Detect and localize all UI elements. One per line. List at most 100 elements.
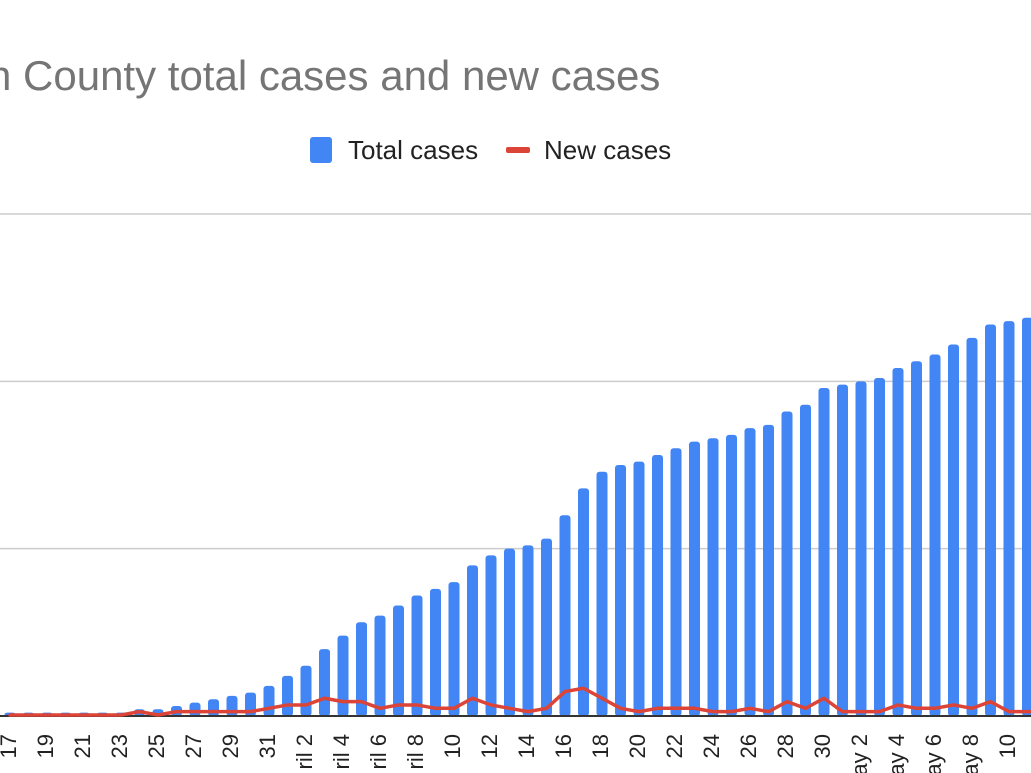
point-new-19 bbox=[360, 701, 363, 703]
bar-total-24 bbox=[448, 582, 460, 716]
bar-total-33 bbox=[615, 465, 626, 716]
x-tick-label-2: 21 bbox=[70, 734, 95, 758]
bar-total-22 bbox=[411, 595, 423, 716]
bar-total-28 bbox=[522, 545, 534, 716]
x-tick-label-4: 25 bbox=[144, 734, 169, 758]
bar-total-36 bbox=[670, 448, 682, 716]
x-tick-label-27: 10 bbox=[995, 734, 1020, 758]
x-tick-label-8: ril 2 bbox=[292, 734, 317, 769]
point-new-4 bbox=[83, 714, 85, 716]
x-tick-label-25: ay 6 bbox=[921, 734, 946, 773]
point-new-41 bbox=[767, 711, 770, 713]
point-new-32 bbox=[601, 697, 603, 699]
x-tick-label-17: 20 bbox=[625, 734, 650, 758]
point-new-8 bbox=[157, 714, 159, 716]
point-new-1 bbox=[27, 714, 30, 716]
bar-total-35 bbox=[652, 454, 663, 716]
legend-swatch-total bbox=[310, 137, 332, 163]
point-new-30 bbox=[564, 690, 566, 693]
bar-total-29 bbox=[541, 538, 552, 716]
chart-title: n County total cases and new cases bbox=[0, 52, 1031, 102]
x-tick-label-0: 17 bbox=[0, 734, 21, 758]
point-new-3 bbox=[64, 714, 67, 716]
point-new-54 bbox=[1008, 711, 1010, 713]
x-tick-label-16: 18 bbox=[588, 734, 613, 758]
x-tick-label-10: ril 6 bbox=[366, 734, 391, 769]
bar-total-25 bbox=[467, 565, 478, 716]
point-new-2 bbox=[46, 714, 48, 716]
x-tick-label-18: 22 bbox=[662, 734, 687, 758]
bar-total-10 bbox=[189, 702, 201, 716]
x-tick-label-23: ay 2 bbox=[847, 734, 872, 773]
point-new-25 bbox=[471, 697, 474, 699]
point-new-15 bbox=[286, 704, 289, 706]
point-new-42 bbox=[786, 701, 788, 703]
bar-total-49 bbox=[911, 361, 922, 716]
point-new-6 bbox=[120, 714, 122, 716]
bar-total-21 bbox=[393, 605, 404, 716]
point-new-12 bbox=[231, 711, 233, 713]
x-tick-label-15: 16 bbox=[551, 734, 576, 758]
bar-total-46 bbox=[855, 381, 867, 716]
bar-total-38 bbox=[707, 438, 719, 716]
bar-total-14 bbox=[263, 685, 275, 716]
point-new-7 bbox=[138, 711, 141, 713]
bar-total-39 bbox=[726, 434, 737, 716]
x-tick-label-20: 26 bbox=[736, 734, 761, 758]
point-new-18 bbox=[342, 701, 344, 703]
chart-title-text: n County total cases and new cases bbox=[0, 52, 661, 99]
bar-total-43 bbox=[800, 404, 811, 716]
point-new-35 bbox=[656, 707, 659, 709]
bar-total-51 bbox=[948, 344, 959, 716]
bar-total-27 bbox=[504, 548, 515, 716]
x-tick-label-14: 14 bbox=[514, 734, 539, 758]
x-tick-label-12: 10 bbox=[440, 734, 465, 758]
point-new-0 bbox=[9, 714, 11, 716]
legend-item-total: Total cases bbox=[310, 132, 478, 168]
bar-total-32 bbox=[596, 471, 608, 716]
bar-total-20 bbox=[374, 615, 386, 716]
point-new-28 bbox=[527, 711, 529, 713]
point-new-40 bbox=[749, 707, 751, 709]
point-new-45 bbox=[841, 711, 844, 713]
point-new-34 bbox=[638, 711, 640, 713]
x-tick-label-7: 31 bbox=[255, 734, 280, 758]
x-tick-label-19: 24 bbox=[699, 734, 724, 758]
point-new-38 bbox=[712, 711, 714, 713]
point-new-5 bbox=[101, 714, 104, 716]
point-new-44 bbox=[823, 697, 825, 699]
point-new-36 bbox=[675, 707, 677, 709]
bar-total-23 bbox=[430, 588, 441, 716]
point-new-24 bbox=[453, 707, 455, 709]
bar-total-37 bbox=[689, 441, 700, 716]
point-new-22 bbox=[416, 704, 418, 706]
point-new-17 bbox=[323, 697, 326, 699]
point-new-31 bbox=[582, 687, 585, 689]
bar-total-15 bbox=[282, 675, 293, 716]
x-tick-label-3: 23 bbox=[107, 734, 132, 758]
point-new-46 bbox=[860, 711, 862, 713]
bar-total-26 bbox=[485, 555, 497, 716]
bar-total-31 bbox=[578, 488, 589, 716]
point-new-39 bbox=[730, 711, 733, 713]
point-new-50 bbox=[934, 707, 936, 709]
point-new-53 bbox=[989, 701, 992, 703]
x-tick-label-22: 30 bbox=[810, 734, 835, 758]
legend-label-total: Total cases bbox=[348, 134, 479, 165]
x-tick-label-21: 28 bbox=[773, 734, 798, 758]
bar-total-34 bbox=[633, 461, 645, 716]
bar-total-16 bbox=[300, 665, 312, 716]
point-new-55 bbox=[1026, 711, 1029, 713]
point-new-26 bbox=[490, 704, 492, 706]
point-new-21 bbox=[397, 704, 400, 706]
bar-total-41 bbox=[763, 424, 774, 716]
x-tick-label-24: ay 4 bbox=[884, 734, 909, 773]
legend: Total cases New cases bbox=[0, 132, 1031, 168]
bar-total-42 bbox=[781, 411, 793, 716]
point-new-16 bbox=[305, 704, 307, 706]
bar-total-17 bbox=[319, 649, 330, 716]
point-new-37 bbox=[693, 707, 696, 709]
bar-total-40 bbox=[744, 428, 756, 716]
point-new-49 bbox=[915, 707, 918, 709]
